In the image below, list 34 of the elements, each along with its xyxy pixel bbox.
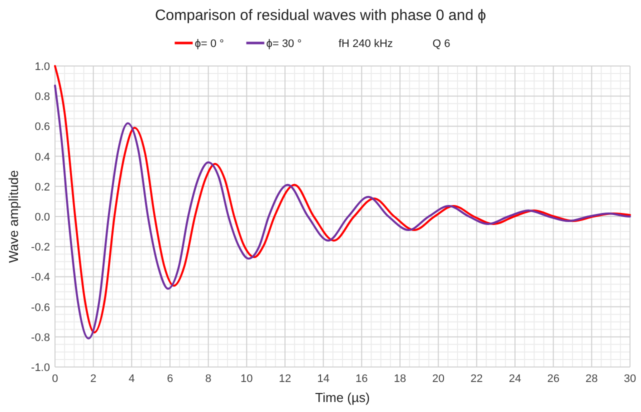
x-tick-label: 20	[432, 373, 444, 385]
x-tick-label: 24	[508, 373, 522, 385]
x-tick-label: 0	[52, 373, 58, 385]
y-tick-label: 0.2	[34, 181, 50, 194]
y-axis-title: Wave amplitude	[6, 170, 21, 263]
x-tick-label: 18	[394, 373, 406, 385]
legend-label: ϕ= 0 °	[194, 38, 224, 50]
x-tick-label: 4	[128, 373, 135, 385]
y-tick-label: -0.6	[31, 302, 50, 314]
y-tick-label: -1.0	[31, 362, 50, 374]
y-tick-label: 0.8	[34, 91, 50, 104]
text: Q 6	[432, 38, 450, 50]
x-tick-label: 12	[278, 373, 292, 385]
x-tick-label: 8	[205, 373, 212, 385]
y-tick-label: -0.2	[31, 242, 50, 254]
x-tick-label: 26	[547, 373, 560, 385]
x-tick-label: 28	[586, 373, 598, 385]
y-tick-label: 0.0	[34, 212, 50, 224]
y-tick-label: 0.4	[34, 151, 50, 164]
y-tick-label: -0.8	[31, 332, 50, 344]
legend-label: ϕ= 30 °	[266, 38, 302, 50]
x-tick-label: 10	[240, 373, 253, 385]
y-tick-label: 0.6	[34, 121, 50, 134]
y-tick-label: 1.0	[34, 61, 50, 73]
x-axis-title: Time (µs)	[315, 390, 370, 405]
x-tick-label: 6	[166, 373, 174, 385]
y-tick-label: -0.4	[31, 272, 50, 284]
x-tick-label: 16	[356, 373, 368, 385]
chart-title: Comparison of residual waves with phase 0 and ϕ	[154, 7, 486, 24]
text: fH 240 kHz	[338, 38, 393, 50]
x-tick-label: 30	[624, 373, 636, 385]
x-tick-label: 22	[470, 373, 483, 385]
x-tick-label: 2	[90, 373, 96, 385]
x-tick-label: 14	[317, 373, 330, 385]
